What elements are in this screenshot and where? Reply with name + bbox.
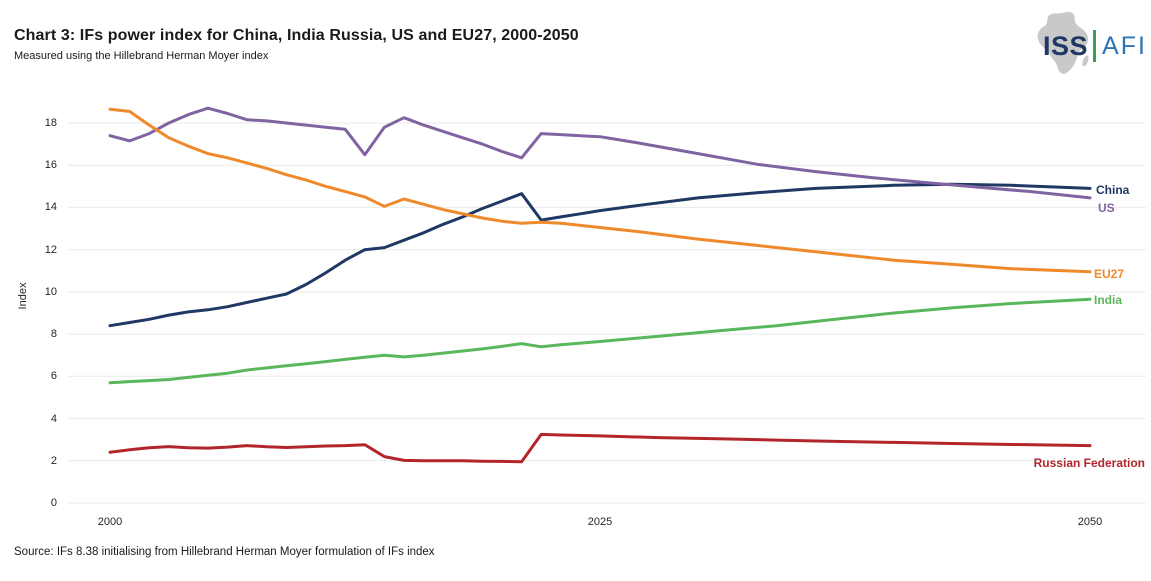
x-tick-2050: 2050 [1077,516,1103,528]
x-tick-2000: 2000 [97,516,123,528]
y-tick-12: 12 [44,244,57,256]
logo-iss-text: ISS [1043,30,1089,61]
iss-afi-logo: ISS AFI [1021,8,1145,80]
series-line-russian-federation [108,432,1092,464]
y-tick-4: 4 [50,413,57,425]
logo-afi-text: AFI [1102,31,1147,60]
y-tick-18: 18 [44,117,57,129]
y-tick-8: 8 [50,328,57,340]
y-tick-10: 10 [44,286,57,298]
source-note: Source: IFs 8.38 initialising from Hille… [14,546,435,558]
x-tick-2025: 2025 [587,516,613,528]
series-line-us [108,106,1092,200]
series-label-india: India [1094,293,1123,307]
y-tick-2: 2 [50,455,57,467]
series-label-eu27: EU27 [1094,267,1125,281]
africa-map-icon [1037,11,1089,74]
series-line-eu27 [108,107,1092,274]
y-tick-0: 0 [50,497,57,509]
logo-wordmark: ISS AFI [1043,30,1147,62]
series-label-us: US [1098,201,1115,215]
series-line-india [108,297,1092,385]
logo-separator [1093,30,1097,62]
y-tick-14: 14 [44,201,57,213]
y-tick-16: 16 [44,159,57,171]
y-tick-6: 6 [50,370,57,382]
series-label-china: China [1096,183,1130,197]
series-label-russian-federation: Russian Federation [1033,456,1145,470]
chart-title: Chart 3: IFs power index for China, Indi… [14,27,579,44]
series-line-china [108,182,1092,328]
chart-subtitle: Measured using the Hillebrand Herman Moy… [14,50,269,62]
